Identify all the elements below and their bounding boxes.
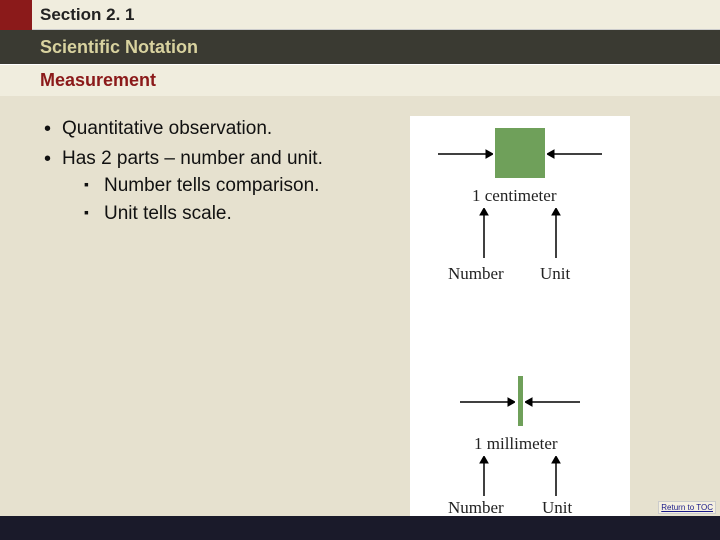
bullet-2: Has 2 parts – number and unit. Number te… [40, 146, 380, 227]
figure: 1 centimeter Number Unit 1 millimeter [410, 116, 630, 516]
bullet-1: Quantitative observation. [40, 116, 380, 142]
arrow-up-unit-mm [550, 456, 562, 496]
unit-label-mm: Unit [542, 498, 572, 518]
millimeter-line [518, 376, 523, 426]
accent-block [0, 0, 32, 30]
number-label-cm: Number [448, 264, 504, 284]
subbullet-2: Unit tells scale. [62, 201, 380, 227]
arrow-right-mm [525, 396, 580, 408]
slide-subtitle: Scientific Notation [0, 30, 720, 64]
content-area: Quantitative observation. Has 2 parts – … [0, 96, 720, 516]
arrow-right-cm [547, 148, 602, 160]
slide-subheading: Measurement [0, 64, 720, 96]
bullet-2-text: Has 2 parts – number and unit. [62, 148, 323, 169]
unit-label-cm: Unit [540, 264, 570, 284]
subbullet-1: Number tells comparison. [62, 173, 380, 199]
arrow-left-cm [438, 148, 493, 160]
footer-bar [0, 516, 720, 540]
section-header: Section 2. 1 [0, 0, 720, 30]
arrow-up-unit-cm [550, 208, 562, 258]
mm-label: 1 millimeter [474, 434, 558, 454]
number-label-mm: Number [448, 498, 504, 518]
return-to-toc-link[interactable]: Return to TOC [658, 501, 716, 514]
cm-label: 1 centimeter [472, 186, 557, 206]
arrow-up-number-cm [478, 208, 490, 258]
centimeter-box [495, 128, 545, 178]
arrow-left-mm [460, 396, 515, 408]
section-label: Section 2. 1 [32, 5, 134, 25]
text-column: Quantitative observation. Has 2 parts – … [40, 116, 380, 516]
arrow-up-number-mm [478, 456, 490, 496]
